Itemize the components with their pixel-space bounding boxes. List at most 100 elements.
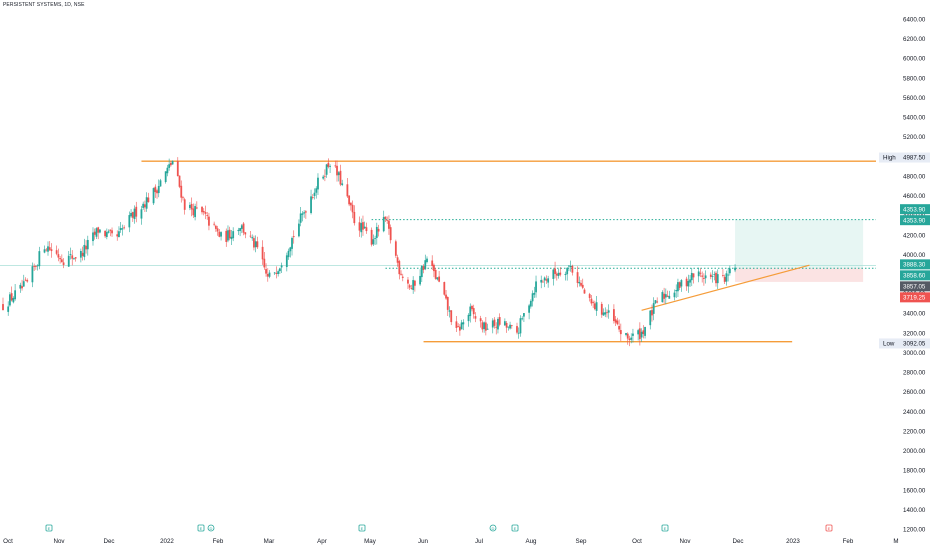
earnings-box (45, 524, 53, 532)
candle-body (564, 273, 567, 275)
candle-body (607, 310, 610, 313)
y-tick-label: 4000.00 (903, 252, 926, 259)
candle-body (164, 171, 167, 183)
candle-body (71, 255, 74, 259)
candle-body (521, 318, 524, 320)
candle-body (559, 272, 562, 275)
earnings-icon[interactable]: E (197, 524, 205, 532)
candle-body (92, 232, 94, 242)
earnings-icon[interactable]: E (358, 524, 366, 532)
candle-body (268, 272, 271, 277)
candle-body (50, 249, 53, 252)
candle-body (673, 292, 676, 298)
target-tag-2-bg (900, 215, 930, 226)
earnings-icon[interactable]: E (661, 524, 669, 532)
candle-body (195, 207, 198, 209)
earnings-box (358, 524, 366, 532)
candle-body (57, 254, 60, 258)
candle-body (228, 229, 231, 239)
x-tick-label: 2023 (786, 538, 800, 545)
event-glyph: D (492, 526, 495, 531)
candle-body (652, 303, 655, 314)
candle-body (21, 286, 23, 289)
candle-body (372, 239, 375, 245)
price-tags: High 4987.50 Low 3092.05 4353.90 4353.90 3888.… (879, 152, 930, 349)
candle-body (97, 227, 100, 233)
candle-body (495, 326, 498, 328)
candle-body (445, 294, 447, 299)
y-tick-label: 1600.00 (903, 487, 926, 494)
earnings-box (825, 524, 833, 532)
candle-body (471, 306, 473, 310)
dividend-icon[interactable]: D (489, 524, 497, 532)
y-tick-label: 6400.00 (903, 17, 926, 24)
candle-body (116, 234, 119, 237)
earnings-icon[interactable]: E (45, 524, 53, 532)
earnings-icon[interactable]: E (511, 524, 519, 532)
y-tick-label: 2200.00 (903, 428, 926, 435)
y-tick-label: 5400.00 (903, 115, 926, 122)
entry-tag: 3858.60 (903, 273, 926, 280)
candle-body (637, 330, 640, 335)
event-glyph: D (210, 526, 213, 531)
candle-body (329, 165, 331, 167)
candle-body (408, 285, 411, 288)
candle-body (583, 289, 586, 294)
candle-body (315, 188, 318, 193)
candle-body (194, 206, 196, 218)
candle-body (19, 284, 22, 289)
candle-body (48, 247, 51, 250)
candle-body (552, 269, 555, 279)
candle-body (517, 332, 520, 334)
candle-body (123, 227, 126, 229)
y-tick-label: 5200.00 (903, 134, 926, 141)
candle-body (626, 333, 629, 339)
candle-body (273, 272, 276, 274)
candle-body (716, 274, 719, 284)
candle-body (144, 204, 146, 208)
y-tick-label: 5600.00 (903, 95, 926, 102)
candle-body (555, 273, 558, 276)
candle-body (10, 293, 13, 301)
candle-body (592, 301, 595, 303)
candle-body (531, 293, 534, 302)
dividend-icon[interactable]: D (207, 524, 215, 532)
candle-body (310, 196, 312, 214)
candle-body (154, 186, 157, 193)
candle-body (303, 212, 306, 214)
candle-body (462, 322, 465, 325)
candle-body (291, 237, 293, 249)
x-tick-label: May (364, 538, 377, 545)
candle-body (412, 280, 415, 290)
candle-body (533, 292, 536, 295)
candle-body (677, 282, 679, 292)
candle-body (256, 241, 259, 248)
candle-body (436, 277, 439, 280)
candle-body (322, 176, 325, 179)
candle-body (147, 197, 150, 203)
candle-body (180, 185, 183, 198)
candle-body (654, 300, 657, 304)
time-axis[interactable]: Oct Nov Dec 2022 Feb Mar Apr May Jun Jul Aug Sep Oct… (3, 538, 898, 545)
candle-body (535, 281, 537, 293)
candle-body (38, 251, 41, 267)
candle-body (119, 228, 122, 231)
candle-body (433, 264, 435, 272)
dividend-circle (489, 524, 497, 532)
candle-body (580, 282, 582, 286)
candle-body (458, 326, 461, 331)
candle-body (638, 328, 641, 340)
candle-body (59, 258, 62, 260)
candle-body (420, 266, 423, 278)
candle-body (337, 172, 340, 176)
candle-body (680, 280, 683, 287)
candle-body (689, 279, 691, 283)
candle-body (613, 309, 615, 322)
candle-body (666, 295, 669, 297)
candle-body (182, 197, 184, 199)
y-tick-label: 4200.00 (903, 232, 926, 239)
candle-body (249, 235, 252, 237)
earnings-icon[interactable]: E (825, 524, 833, 532)
